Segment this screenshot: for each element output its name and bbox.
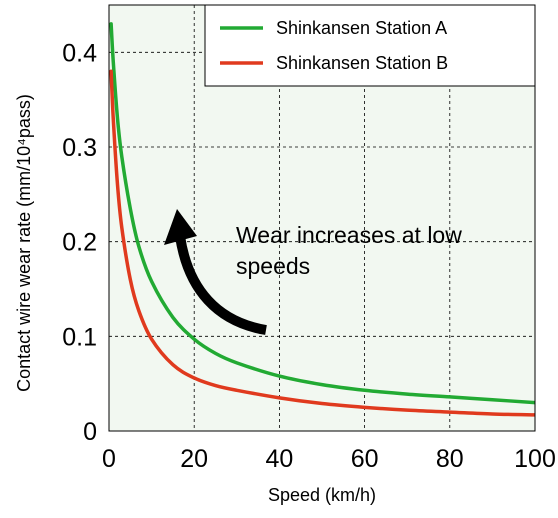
y-tick-label: 0.2: [62, 229, 97, 257]
series-line-a: [109, 22, 535, 405]
legend-label-a: Shinkansen Station A: [276, 18, 447, 38]
grid: [109, 5, 535, 431]
y-tick-label: 0.1: [62, 323, 97, 351]
tick-labels: 0 20 40 60 80 100 0 0.1 0.2 0.3 0.4: [62, 39, 556, 473]
x-tick-label: 60: [351, 445, 379, 473]
series-line-b: [109, 69, 535, 417]
arrowhead-icon: [164, 209, 197, 245]
x-tick-label: 20: [180, 445, 208, 473]
series-layer: [109, 22, 535, 417]
annotation-text: Wear increases at low speeds: [236, 222, 468, 279]
curved-arrow-icon: [175, 235, 267, 335]
annotation-line-2: speeds: [236, 253, 310, 279]
x-axis-title: Speed (km/h): [268, 485, 376, 505]
x-tick-label: 100: [514, 445, 556, 473]
y-tick-label: 0.4: [62, 39, 97, 67]
y-tick-label: 0: [83, 418, 97, 446]
legend-box: [204, 4, 536, 87]
legend: Shinkansen Station A Shinkansen Station …: [204, 4, 536, 87]
legend-label-b: Shinkansen Station B: [276, 53, 448, 73]
x-tick-label: 40: [265, 445, 293, 473]
annotation-line-1: Wear increases at low: [236, 222, 462, 248]
y-tick-label: 0.3: [62, 134, 97, 162]
y-axis-title: Contact wire wear rate (mm/10⁴pass): [14, 94, 34, 392]
x-tick-label: 80: [436, 445, 464, 473]
annotation: Wear increases at low speeds: [164, 209, 468, 335]
x-tick-label: 0: [102, 445, 116, 473]
